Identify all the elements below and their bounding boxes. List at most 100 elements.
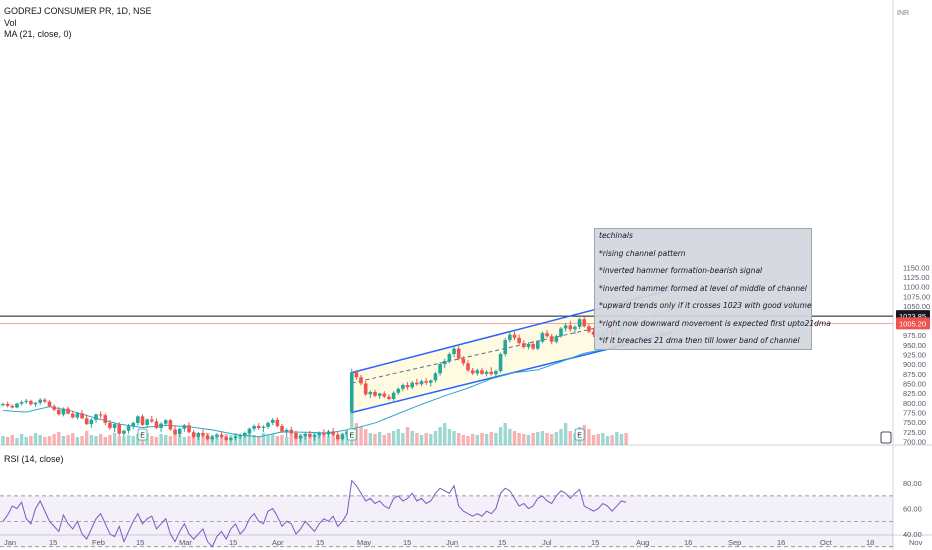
candle-body — [354, 372, 359, 378]
volume-bar — [540, 431, 545, 445]
volume-bar — [154, 437, 159, 445]
candle-body — [98, 414, 103, 416]
volume-bar — [605, 436, 610, 445]
volume-bar — [57, 432, 61, 445]
candle-body — [563, 325, 568, 329]
price-tick-label: 950.00 — [903, 341, 926, 350]
candle-body — [117, 424, 122, 434]
candle-body — [382, 393, 387, 397]
price-tick-label: 700.00 — [903, 438, 926, 447]
volume-bar — [326, 436, 331, 445]
candle-body — [215, 434, 219, 437]
volume-bar — [191, 434, 196, 445]
volume-bar — [405, 427, 410, 445]
candle-body — [540, 333, 545, 342]
volume-bar — [494, 433, 498, 445]
volume-bar — [550, 434, 554, 445]
candle-body — [438, 364, 442, 374]
candle-body — [461, 358, 466, 364]
candle-body — [238, 435, 242, 437]
candle-body — [340, 434, 345, 440]
candle-body — [229, 438, 233, 440]
candle-body — [503, 340, 507, 355]
volume-bar — [512, 431, 517, 445]
candle-body — [43, 399, 47, 402]
candle-body — [326, 431, 331, 435]
candle-body — [150, 419, 154, 422]
candle-body — [331, 431, 335, 435]
candle-body — [122, 430, 126, 434]
price-tick-label: 1100.00 — [903, 283, 930, 292]
price-tick-label: 1150.00 — [903, 263, 930, 272]
rsi-label: RSI (14, close) — [4, 454, 64, 464]
price-level-badge — [896, 317, 930, 330]
price-tick-label: 850.00 — [903, 379, 926, 388]
candle-body — [526, 343, 531, 348]
volume-bar — [261, 433, 266, 445]
volume-bar — [368, 433, 373, 445]
volume-bar — [457, 433, 461, 445]
candle-body — [266, 422, 270, 427]
analysis-note[interactable]: techinals *rising channel pattern *inver… — [594, 228, 831, 350]
candle-body — [308, 433, 312, 437]
volume-bar — [461, 435, 466, 445]
candle-body — [498, 354, 503, 372]
earnings-marker — [137, 428, 148, 441]
volume-bar — [401, 433, 405, 445]
candle-body — [284, 429, 289, 432]
candle-body — [191, 432, 196, 437]
volume-bar — [131, 436, 135, 445]
volume-bar — [94, 436, 98, 445]
candle-body — [419, 381, 424, 385]
note-line: *inverted hammer formed at level of midd… — [599, 283, 807, 293]
volume-bar — [257, 436, 261, 445]
candle-body — [377, 393, 382, 396]
currency-label: INR — [897, 10, 910, 17]
volume-bar — [271, 434, 275, 445]
volume-bar — [24, 437, 28, 445]
volume-bar — [559, 429, 563, 445]
volume-bar — [619, 434, 624, 445]
time-tick-label: Jul — [542, 538, 552, 547]
candle-body — [261, 426, 266, 428]
time-tick-label: 15 — [403, 538, 411, 547]
volume-bar — [415, 433, 419, 445]
price-tick-label: 775.00 — [903, 408, 926, 417]
note-line: techinals — [599, 231, 633, 240]
candle-body — [294, 432, 298, 439]
candle-body — [70, 413, 75, 418]
volume-bar — [275, 436, 280, 445]
candle-body — [61, 408, 66, 415]
volume-bar — [480, 433, 484, 445]
candle-body — [587, 326, 591, 332]
time-tick-label: 15 — [49, 538, 57, 547]
volume-bar — [508, 429, 512, 445]
candle-body — [554, 336, 559, 342]
volume-bar — [303, 435, 307, 445]
volume-bar — [322, 433, 326, 445]
volume-bar — [219, 436, 224, 445]
candle-body — [387, 396, 391, 399]
candle-body — [484, 371, 489, 374]
time-tick-label: Sep — [728, 538, 741, 547]
volume-bar — [85, 431, 89, 445]
volume-bar — [238, 436, 242, 445]
time-tick-label: May — [357, 538, 371, 547]
volume-bar — [266, 435, 270, 445]
candle-body — [243, 432, 247, 436]
volume-bar — [75, 437, 80, 445]
price-tick-label: 1050.00 — [903, 302, 930, 311]
candle-body — [373, 391, 377, 396]
volume-bar — [359, 427, 363, 445]
volume-bar — [280, 435, 284, 445]
candle-body — [429, 380, 433, 383]
candle-body — [452, 348, 456, 355]
candle-body — [405, 384, 410, 388]
candle-body — [322, 432, 326, 435]
candle-body — [559, 328, 563, 337]
candle-body — [470, 370, 475, 374]
candle-body — [94, 414, 98, 420]
volume-bar — [364, 429, 368, 445]
candle-body — [489, 371, 494, 375]
volume-bar — [187, 436, 191, 445]
